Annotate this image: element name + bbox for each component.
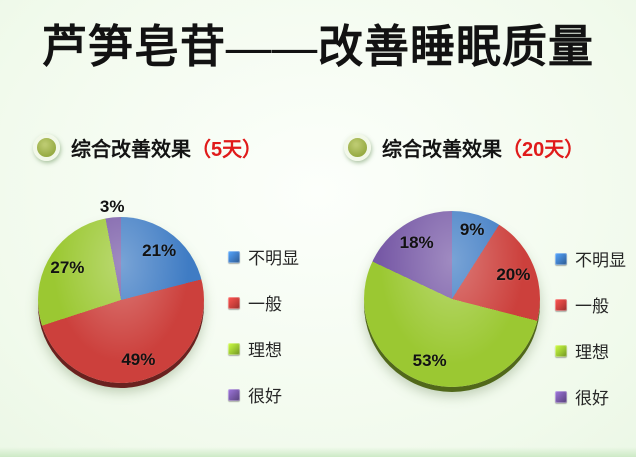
legend-label: 很好 (575, 389, 609, 408)
legend-label: 理想 (248, 341, 282, 360)
legend-label: 不明显 (248, 249, 299, 268)
legend-label: 一般 (248, 295, 282, 314)
page-title: 芦笋皂苷——改善睡眠质量 (41, 22, 594, 72)
slice-label: 21% (142, 240, 177, 260)
panel-header-20days: 综合改善效果（20天） (344, 133, 584, 162)
slice-label: 3% (99, 196, 125, 216)
panel-title: 综合改善效果（20天） (382, 133, 584, 162)
slice-label: 53% (412, 351, 447, 371)
legend-label: 一般 (575, 297, 609, 316)
slice-label: 9% (459, 219, 485, 239)
legend-marker-icon (555, 344, 567, 357)
legend-20days: 不明显 一般 理想 很好 (555, 246, 626, 409)
slice-label: 49% (121, 349, 156, 369)
pie-chart-5days: 21% 49% 27% 3% (38, 197, 204, 383)
legend-item: 不明显 (228, 244, 299, 269)
legend-item: 一般 (555, 292, 626, 317)
slice-label: 27% (50, 258, 85, 278)
legend-item: 很好 (555, 384, 626, 409)
panel-header-5days: 综合改善效果（5天） (33, 133, 262, 162)
panel-title-highlight: （5天） (191, 139, 263, 161)
panel-title-text: 综合改善效果 (71, 139, 191, 161)
bullet-icon (33, 134, 60, 161)
legend-item: 很好 (228, 382, 299, 407)
bullet-icon (344, 134, 371, 161)
legend-marker-icon (228, 296, 240, 309)
panel-title: 综合改善效果（5天） (71, 133, 262, 162)
legend-label: 理想 (575, 343, 609, 362)
panel-title-text: 综合改善效果 (382, 139, 502, 161)
panel-title-highlight: （20天） (502, 139, 585, 161)
legend-label: 不明显 (575, 251, 626, 270)
slice-label: 20% (496, 264, 531, 284)
legend-marker-icon (228, 250, 240, 263)
legend-marker-icon (228, 388, 240, 401)
legend-item: 一般 (228, 290, 299, 315)
legend-label: 很好 (248, 387, 282, 406)
legend-5days: 不明显 一般 理想 很好 (228, 244, 299, 407)
pie-chart-20days: 9% 20% 53% 18% (364, 211, 540, 387)
slice-label: 18% (399, 233, 434, 253)
legend-item: 理想 (228, 336, 299, 361)
legend-item: 不明显 (555, 246, 626, 271)
bottom-edge-shade (0, 447, 636, 457)
legend-marker-icon (228, 342, 240, 355)
legend-marker-icon (555, 298, 567, 311)
legend-marker-icon (555, 390, 567, 403)
legend-marker-icon (555, 252, 567, 265)
legend-item: 理想 (555, 338, 626, 363)
